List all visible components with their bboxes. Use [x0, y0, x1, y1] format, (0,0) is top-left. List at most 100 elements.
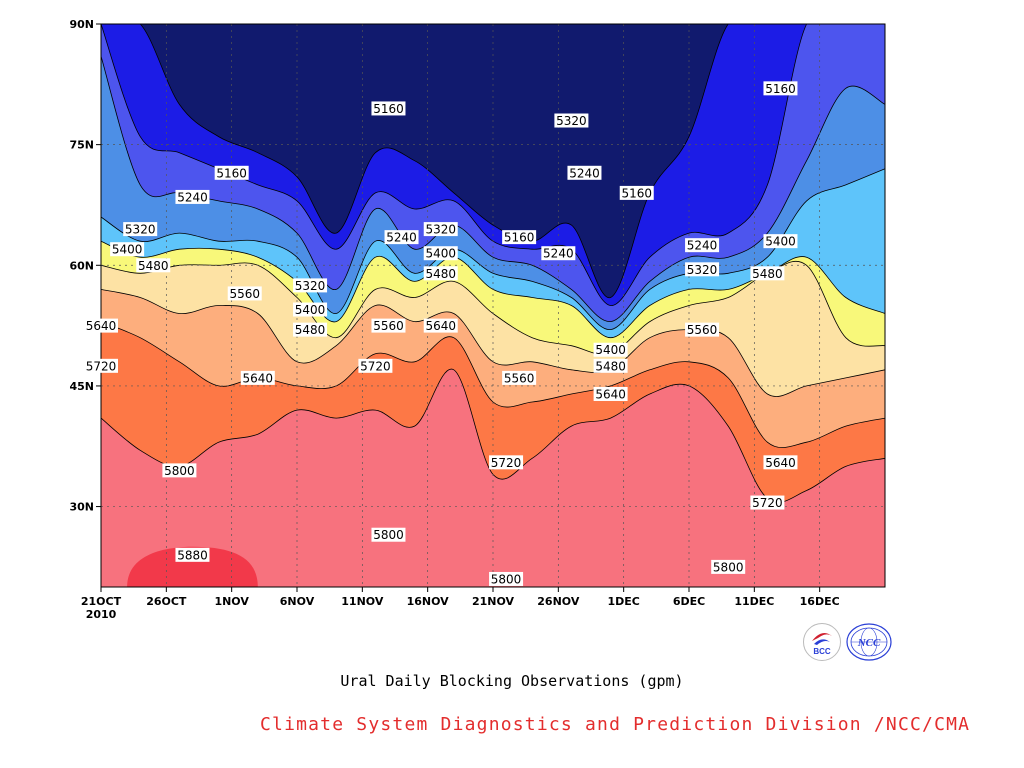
contour-label-text: 5160	[504, 231, 535, 245]
contour-label-text: 5240	[569, 166, 600, 180]
contour-label-box	[502, 370, 537, 385]
contour-label-text: 5720	[360, 359, 391, 373]
x-axis-caption: Ural Daily Blocking Observations (gpm)	[340, 672, 684, 690]
contour-label-box	[175, 189, 210, 204]
band-above-5880	[127, 546, 258, 587]
contour-label-box	[593, 342, 628, 357]
contour-label-box	[763, 234, 798, 249]
contour-label-box	[750, 266, 785, 281]
contour-label: 5640	[423, 318, 458, 333]
x-tick-label: 21OCT	[81, 595, 122, 608]
contour-label-text: 5320	[556, 114, 587, 128]
axis-ticks: 21OCT 26OCT 1NOV 6NOV 11NOV 16NOV 21NOV 26NOV 1D…	[69, 18, 839, 621]
contour-label-text: 5160	[765, 82, 796, 96]
contour-label-text: 5480	[595, 359, 626, 373]
contour-label-box	[423, 266, 458, 281]
y-tick-label: 75N	[69, 139, 94, 152]
x-tick-label: 26OCT	[146, 595, 187, 608]
contour-label: 5160	[371, 101, 406, 116]
y-tick-label: 30N	[69, 501, 94, 514]
contour-label: 5400	[763, 234, 798, 249]
contour-label-box	[423, 222, 458, 237]
contour-label-text: 5240	[386, 231, 417, 245]
contour-label: 5480	[293, 322, 328, 337]
x-year-label: 2010	[86, 608, 117, 621]
contour-label-box	[384, 230, 419, 245]
contour-label-text: 5640	[595, 387, 626, 401]
contour-label-box	[750, 495, 785, 510]
contour-label-text: 5320	[125, 223, 156, 237]
contour-labels: 5160 5160 5160 5160 5160 5240 5240 5240 5240 5240…	[84, 81, 798, 586]
contour-label-box	[358, 358, 393, 373]
band-above-5800	[101, 369, 885, 587]
contour-label-box	[371, 318, 406, 333]
grid-lines	[101, 24, 885, 587]
contour-label-text: 5240	[177, 190, 208, 204]
contour-label-text: 5160	[216, 166, 247, 180]
contour-label-box	[685, 238, 720, 253]
contour-label: 5720	[358, 358, 393, 373]
x-tick-label: 16NOV	[407, 595, 450, 608]
contour-label-text: 5240	[687, 239, 718, 253]
contour-label: 5800	[711, 559, 746, 574]
contour-label-box	[293, 302, 328, 317]
contour-label: 5640	[84, 318, 118, 333]
contour-label-text: 5720	[86, 359, 117, 373]
credit-caption: Climate System Diagnostics and Predictio…	[260, 714, 971, 735]
contour-label: 5720	[489, 455, 524, 470]
bcc-logo-text: BCC	[813, 647, 831, 656]
contour-label-box	[711, 559, 746, 574]
contour-label: 5640	[240, 370, 275, 385]
contour-label: 5160	[763, 81, 798, 96]
contour-label: 5720	[750, 495, 785, 510]
contour-label: 5480	[423, 266, 458, 281]
contour-label-box	[685, 262, 720, 277]
bcc-logo-icon: BCC	[803, 623, 841, 661]
contour-label-text: 5400	[295, 303, 326, 317]
contour-label: 5640	[763, 455, 798, 470]
contour-label-text: 5720	[491, 456, 522, 470]
contour-label: 5400	[593, 342, 628, 357]
contour-label-box	[593, 386, 628, 401]
contour-label: 5480	[593, 358, 628, 373]
contour-label-box	[84, 318, 118, 333]
contour-label: 5400	[110, 242, 145, 257]
contour-label-text: 5400	[595, 343, 626, 357]
contour-label-box	[554, 113, 589, 128]
contour-label-text: 5480	[752, 267, 783, 281]
contour-label: 5400	[293, 302, 328, 317]
contour-label-box	[240, 370, 275, 385]
contour-label: 5320	[423, 222, 458, 237]
contour-label-text: 5480	[295, 323, 326, 337]
contour-label: 5160	[619, 185, 654, 200]
contour-label-text: 5560	[687, 323, 718, 337]
contour-label-text: 5160	[373, 102, 404, 116]
contour-label: 5320	[685, 262, 720, 277]
contour-label-box	[293, 322, 328, 337]
contour-label: 5640	[593, 386, 628, 401]
contour-label: 5240	[567, 165, 602, 180]
contour-label: 5160	[214, 165, 249, 180]
contour-label: 5560	[371, 318, 406, 333]
contour-label-box	[162, 463, 197, 478]
contour-label-box	[593, 358, 628, 373]
contour-label: 5560	[227, 286, 262, 301]
contour-label: 5400	[423, 246, 458, 261]
contour-label-text: 5800	[491, 572, 522, 586]
contour-label: 5240	[384, 230, 419, 245]
y-tick-label: 90N	[69, 18, 94, 31]
contour-label-text: 5880	[177, 548, 208, 562]
contour-label-box	[371, 101, 406, 116]
contour-label-box	[763, 455, 798, 470]
contour-label-box	[567, 165, 602, 180]
contour-label-text: 5560	[373, 319, 404, 333]
contour-label-text: 5560	[504, 371, 535, 385]
contour-label-box	[293, 278, 328, 293]
x-tick-label: 16DEC	[800, 595, 840, 608]
contour-label: 5320	[293, 278, 328, 293]
contour-label: 5240	[541, 246, 576, 261]
ncc-logo-icon: NCC	[846, 623, 892, 661]
contour-label-text: 5480	[425, 267, 456, 281]
contour-label-box	[489, 571, 524, 586]
